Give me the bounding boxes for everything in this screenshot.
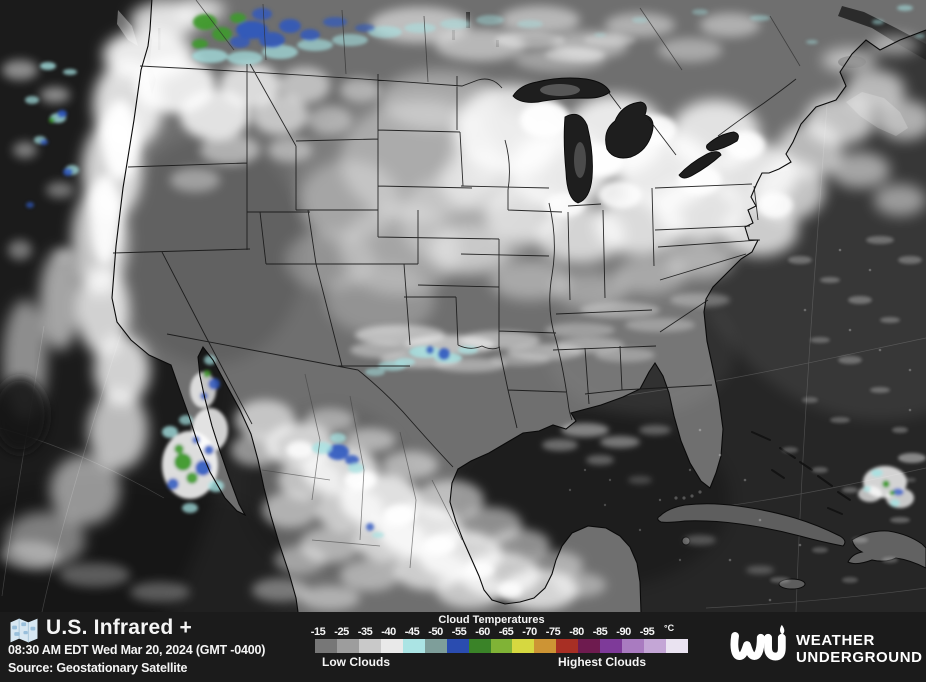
legend-ticks: -15 -25 -35 -40 -45 -50 -55 -60 -65 -70 -75 -80 -85-… [311,623,688,638]
legend-tick: -25 [334,626,349,638]
legend-color-segment [402,639,425,653]
product-source: Source: Geostationary Satellite [8,661,188,675]
satellite-map [0,0,926,612]
florida-keys [674,490,702,500]
weather-underground-logo: WEATHER UNDERGROUND [727,624,923,673]
legend-tick: -85 [592,626,608,638]
legend-color-segment [556,639,579,653]
legend-color-segment [534,639,557,653]
legend-tick: -60 [475,626,490,638]
legend-color-segment [622,639,645,653]
legend-color-segment [424,639,447,653]
legend-highest-clouds-label: Highest Clouds [557,655,646,669]
product-title: U.S. Infrared + [46,616,192,639]
brand-text: WEATHER UNDERGROUND [796,632,923,666]
legend-color-segment [315,639,337,653]
cold-cloud-patches [25,5,926,538]
legend-tick: -80 [569,626,584,638]
legend-tick: -95 [639,626,655,638]
legend-color-segment [446,639,469,653]
legend-tick: -75 [545,626,561,638]
legend-tick: -55 [451,626,467,638]
info-bar: U.S. Infrared + 08:30 AM EDT Wed Mar 20,… [0,612,926,682]
brand-line2: UNDERGROUND [796,648,923,666]
legend-color-segment [512,639,535,653]
bahamas [751,431,851,515]
legend-color-segment [358,639,381,653]
legend-tick: -35 [357,626,373,638]
legend-color-segment [600,639,623,653]
legend-color-segment [468,639,491,653]
legend-tick: -15 [310,626,326,638]
mexico-state-borders [261,373,463,569]
legend-tick: -40 [381,626,396,638]
legend-tick: -70 [522,626,537,638]
state-borders [112,63,797,468]
legend-tick: -50 [428,626,443,638]
wu-logo-mark [727,624,789,673]
legend-tick: -65 [498,626,514,638]
product-timestamp: 08:30 AM EDT Wed Mar 20, 2024 (GMT -0400… [8,643,266,657]
legend-color-segment [666,639,688,653]
map-icon [9,617,39,649]
great-lakes [513,78,739,203]
legend-tick: -45 [404,626,420,638]
coastline-outline [111,0,926,612]
legend-sublabels: Low Clouds Highest Clouds [315,655,688,669]
legend-colorbar [315,639,688,653]
province-borders [195,0,801,83]
brand-line1: WEATHER [796,631,875,649]
legend-color-segment [578,639,601,653]
legend-color-segment [490,639,513,653]
legend-low-clouds-label: Low Clouds [322,655,390,669]
ocean-speckles [568,248,912,602]
cloud-temperature-legend: Cloud Temperatures -15 -25 -35 -40 -45 -50 -55… [311,612,688,682]
legend-color-segment [644,639,666,653]
legend-color-segment [380,639,403,653]
legend-color-segment [336,639,359,653]
legend-title: Cloud Temperatures [438,614,545,626]
legend-tick: -90 [616,626,631,638]
legend-unit: °C [664,623,675,633]
satellite-map-svg [0,0,926,612]
